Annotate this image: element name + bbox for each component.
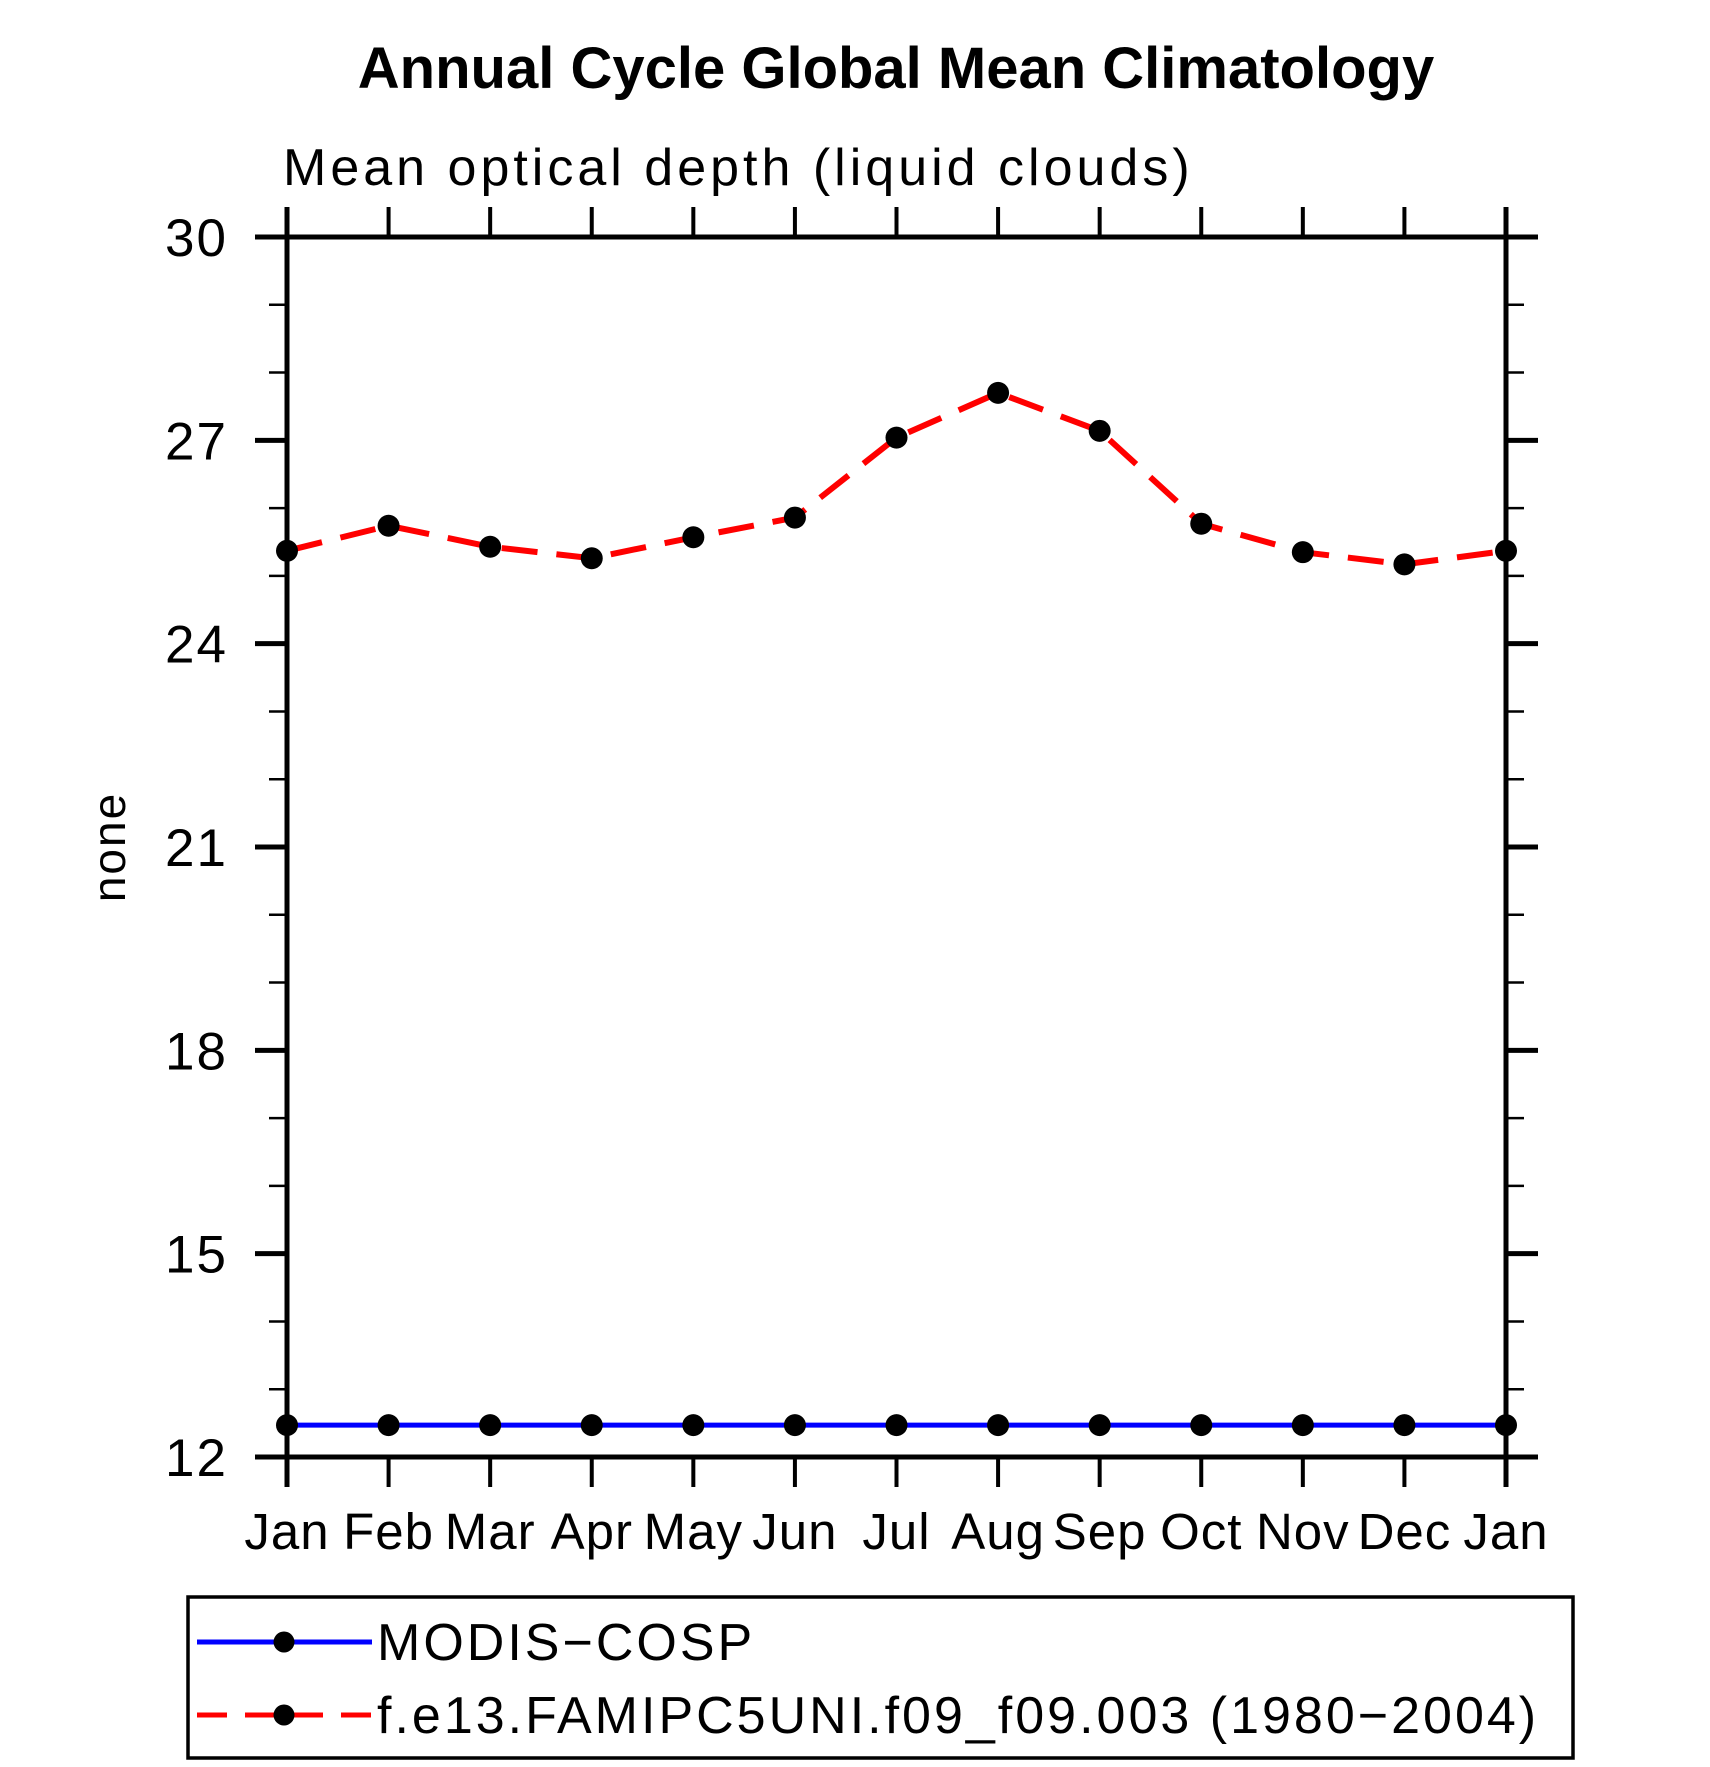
data-point — [885, 1414, 908, 1437]
data-point — [377, 1414, 400, 1437]
legend-box — [186, 1595, 1575, 1760]
y-tick-label-27: 27 — [165, 412, 228, 471]
page-title: Annual Cycle Global Mean Climatology — [358, 36, 1434, 101]
data-point — [682, 1414, 705, 1437]
y-axis-label: none — [83, 792, 135, 902]
legend-label-model: f.e13.FAMIPC5UNI.f09_f09.003 (1980−2004) — [377, 1687, 1539, 1745]
data-point — [987, 1414, 1010, 1437]
data-point — [580, 1414, 603, 1437]
x-tick-label-jan-12: Jan — [1463, 1503, 1548, 1560]
data-point — [987, 381, 1010, 404]
y-tick-label-24: 24 — [165, 616, 228, 675]
x-tick-label-dec-11: Dec — [1358, 1503, 1452, 1560]
data-point — [479, 535, 502, 558]
chart-subtitle: Mean optical depth (liquid clouds) — [283, 139, 1194, 197]
x-tick-label-feb-1: Feb — [343, 1503, 434, 1560]
data-point — [377, 514, 400, 537]
data-point — [682, 526, 705, 549]
data-point — [1190, 1414, 1213, 1437]
legend: MODIS−COSP f.e13.FAMIPC5UNI.f09_f09.003 … — [186, 1595, 1575, 1760]
legend-label-observation: MODIS−COSP — [377, 1614, 755, 1672]
x-tick-label-nov-10: Nov — [1256, 1503, 1350, 1560]
data-point — [885, 426, 908, 449]
x-tick-label-aug-7: Aug — [951, 1503, 1045, 1560]
axes — [255, 207, 1538, 1487]
data-point — [783, 506, 806, 529]
data-point — [1088, 1414, 1111, 1437]
series-line-model — [286, 389, 1507, 568]
x-tick-label-oct-9: Oct — [1160, 1503, 1242, 1560]
y-tick-label-18: 18 — [165, 1022, 228, 1081]
x-tick-label-sep-8: Sep — [1053, 1503, 1147, 1560]
x-tick-label-jul-6: Jul — [862, 1503, 930, 1560]
legend-marker-model — [273, 1704, 295, 1726]
data-point — [580, 547, 603, 570]
x-tick-label-mar-2: Mar — [445, 1503, 536, 1560]
y-tick-label-12: 12 — [165, 1429, 228, 1488]
y-tick-label-30: 30 — [165, 209, 228, 268]
data-point — [1190, 512, 1213, 535]
data-point — [1393, 553, 1416, 576]
data-point — [1291, 1414, 1314, 1437]
y-tick-label-21: 21 — [165, 819, 228, 878]
data-point — [1291, 541, 1314, 564]
data-point — [276, 539, 298, 562]
data-point — [276, 1414, 298, 1437]
x-tick-label-jan-0: Jan — [244, 1503, 329, 1560]
data-point — [1495, 1414, 1517, 1437]
x-tick-label-apr-3: Apr — [551, 1503, 633, 1560]
data-point — [479, 1414, 502, 1437]
y-tick-label-15: 15 — [165, 1226, 228, 1285]
data-point — [1495, 539, 1517, 562]
data-point — [783, 1414, 806, 1437]
series-lines — [276, 381, 1517, 1437]
legend-marker-observation — [273, 1631, 295, 1653]
x-tick-label-jun-5: Jun — [752, 1503, 837, 1560]
data-point — [1393, 1414, 1416, 1437]
x-tick-label-may-4: May — [644, 1503, 743, 1560]
data-point — [1088, 419, 1111, 442]
